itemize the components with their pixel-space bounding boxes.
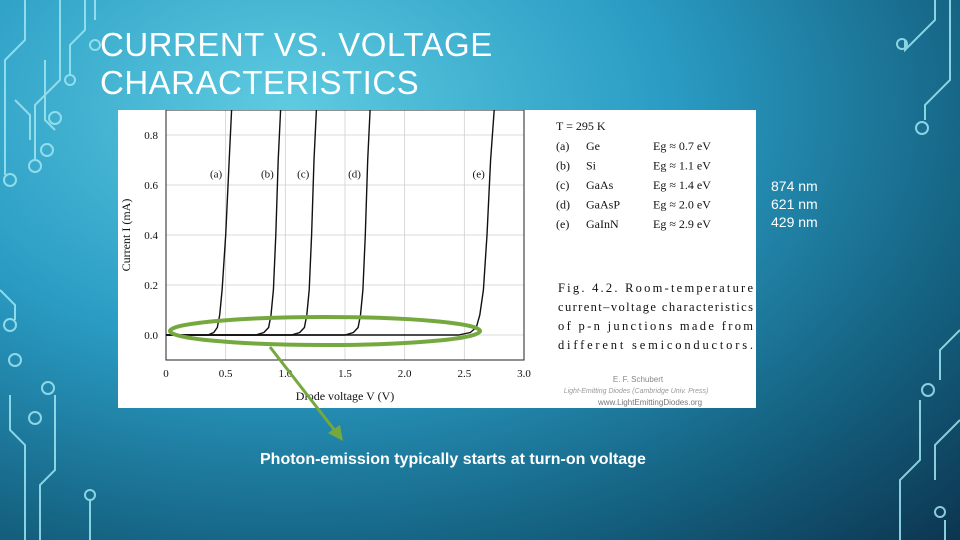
slide-title-line2: CHARACTERISTICS [100, 64, 420, 101]
slide-title: CURRENT VS. VOLTAGE CHARACTERISTICS [100, 26, 493, 102]
legend-material: Ge [586, 139, 600, 153]
wavelength-item-3: 429 nm [771, 214, 818, 230]
credit-website: www.LightEmittingDiodes.org [597, 398, 702, 407]
plot-frame [165, 110, 525, 361]
wavelength-item-1: 874 nm [771, 178, 818, 194]
curve-label: (d) [348, 169, 361, 181]
curve-label: (c) [297, 169, 310, 181]
caption-text: Photon-emission typically starts at turn… [260, 451, 646, 468]
figure-caption: Fig. 4.2. Room-temperature current–voltag… [558, 281, 753, 352]
legend-bandgap: Eg ≈ 2.0 eV [653, 198, 711, 212]
x-tick-label: 1.0 [278, 368, 292, 380]
legend-bandgap: Eg ≈ 1.1 eV [653, 159, 711, 173]
slide-title-line1: CURRENT VS. VOLTAGE [100, 26, 493, 63]
legend-bandgap: Eg ≈ 2.9 eV [653, 217, 711, 231]
iv-chart: 0 0.5 1.0 1.5 2.0 2.5 3.0 0.0 0.2 0.4 0.6 0.8 Diode … [119, 110, 753, 407]
legend-id: (e) [556, 217, 569, 231]
credit-book: Light-Emitting Diodes (Cambridge Univ. P… [564, 388, 709, 395]
y-tick-label: 0.2 [144, 280, 158, 292]
fig-caption-line: of p-n junctions made from [558, 319, 753, 333]
legend-bandgap: Eg ≈ 0.7 eV [653, 139, 711, 153]
chart-series [166, 110, 495, 336]
legend-bandgap: Eg ≈ 1.4 eV [653, 178, 711, 192]
chart-grid [165, 110, 525, 360]
curve-label: (b) [261, 169, 274, 181]
x-tick-label: 2.5 [457, 368, 471, 380]
curve-label: (a) [210, 169, 223, 181]
credit-author: E. F. Schubert [613, 375, 664, 384]
legend-id: (c) [556, 178, 569, 192]
legend-material: GaAsP [586, 198, 620, 212]
legend-material: GaAs [586, 178, 614, 192]
legend-material: GaInN [586, 217, 619, 231]
x-tick-label: 1.5 [338, 368, 352, 380]
fig-caption-line: current–voltage characteristics [558, 300, 753, 314]
curve-a [166, 110, 233, 336]
legend-id: (a) [556, 139, 569, 153]
y-tick-label: 0.6 [144, 180, 158, 192]
fig-caption-line: Fig. 4.2. Room-temperature [558, 281, 753, 295]
y-tick-label: 0.8 [144, 130, 158, 142]
temperature-label: T = 295 K [556, 119, 606, 133]
chart-axes: 0 0.5 1.0 1.5 2.0 2.5 3.0 0.0 0.2 0.4 0.6 0.8 Diode … [119, 110, 531, 403]
curve-b [166, 110, 282, 336]
x-tick-label: 0 [163, 368, 169, 380]
x-axis-label: Diode voltage V (V) [296, 389, 395, 403]
x-tick-label: 3.0 [517, 368, 531, 380]
legend-id: (b) [556, 159, 570, 173]
figure-panel: 0 0.5 1.0 1.5 2.0 2.5 3.0 0.0 0.2 0.4 0.6 0.8 Diode … [118, 110, 756, 408]
curve-d [166, 110, 371, 336]
y-tick-label: 0.4 [144, 230, 158, 242]
curve-e [166, 110, 495, 336]
x-tick-label: 0.5 [219, 368, 233, 380]
figure-legend: (a) Ge Eg ≈ 0.7 eV (b) Si Eg ≈ 1.1 eV (c) GaAs E… [556, 139, 711, 231]
y-axis-label: Current I (mA) [119, 199, 133, 272]
x-tick-label: 2.0 [398, 368, 412, 380]
curve-c [166, 110, 318, 336]
wavelength-list: 874 nm 621 nm 429 nm [771, 177, 818, 231]
y-tick-label: 0.0 [144, 330, 158, 342]
chart-labels: (a) (b) (c) (d) (e) [210, 169, 485, 181]
curve-label: (e) [473, 169, 486, 181]
legend-id: (d) [556, 198, 570, 212]
wavelength-item-2: 621 nm [771, 196, 818, 212]
legend-material: Si [586, 159, 597, 173]
fig-caption-line: different semiconductors. [558, 338, 753, 352]
